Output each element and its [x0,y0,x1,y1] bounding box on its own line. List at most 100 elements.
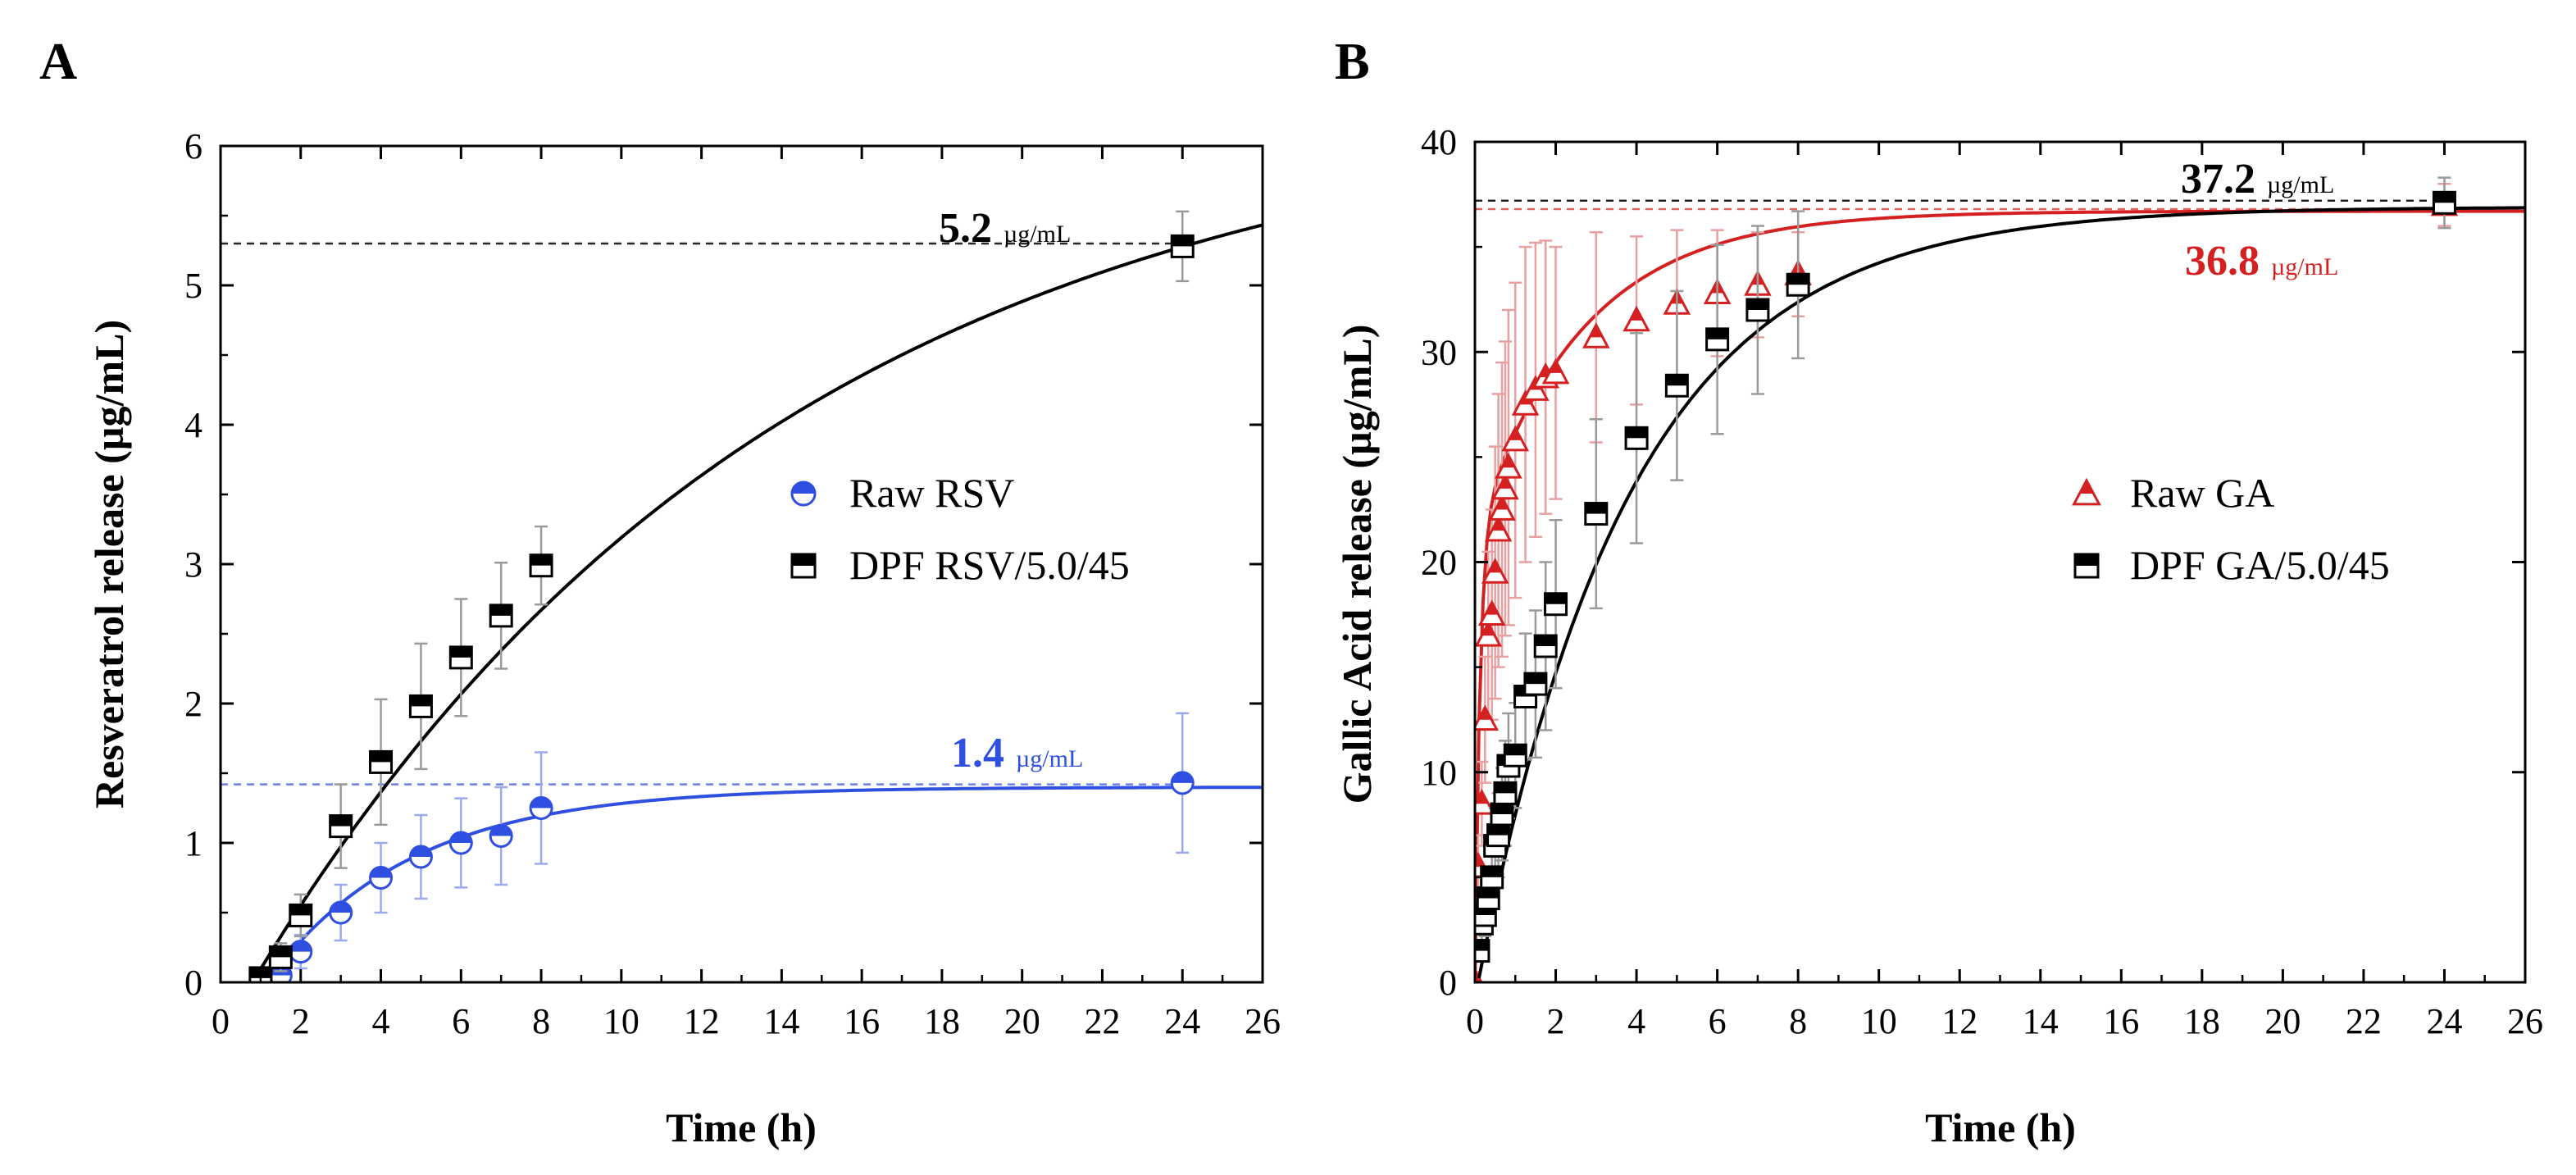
marker-fill [1502,455,1515,468]
legend-marker-raw-rsv [790,480,817,507]
panel-a-x-axis-title: Time (h) [666,1104,817,1150]
marker-fill [2433,192,2455,203]
x-tick-label: 24 [1164,1001,1200,1041]
marker-fill [530,797,553,808]
x-tick-label: 0 [212,1001,230,1041]
marker-fill [1585,503,1607,514]
y-tick-label: 30 [1421,332,1457,372]
data-point [329,900,353,925]
marker-fill [792,482,815,494]
data-point [1491,473,1519,500]
marker-fill [1492,518,1504,531]
data-point [1170,234,1195,258]
marker-fill [1479,707,1491,720]
data-point [408,845,433,869]
marker-fill [1475,940,1489,951]
x-tick-label: 16 [2103,1001,2139,1041]
panel-a-reference-lines [221,242,1183,786]
x-tick-label: 12 [684,1001,720,1041]
y-tick-label: 0 [1439,963,1457,1003]
y-tick-label: 3 [184,544,203,585]
annotation-value: 5.2 [939,205,992,252]
panel-a-legend: Raw RSV DPF RSV/5.0/45 [790,470,1130,588]
data-point [1486,823,1511,848]
x-tick-label: 6 [452,1001,470,1041]
marker-fill [1499,476,1512,489]
marker-fill [1172,772,1194,783]
marker-fill [1590,325,1602,338]
marker-fill [289,904,312,916]
legend-marker-dpf-rsv [790,553,817,579]
marker-fill [1476,791,1488,804]
legend-marker [790,480,817,507]
data-point [1490,802,1514,827]
marker-fill [1481,866,1503,877]
x-tick-label: 6 [1709,1001,1727,1041]
data-point [529,796,553,820]
marker-fill [1550,360,1562,373]
x-tick-label: 8 [532,1001,550,1041]
marker-fill [450,832,472,843]
marker-fill [1495,497,1509,510]
marker-fill [330,815,352,827]
panel-b-legend: Raw GA DPF GA/5.0/45 [2072,470,2390,588]
data-point [369,749,394,774]
data-point [1786,272,1810,297]
marker-fill [1486,602,1498,615]
x-tick-label: 12 [1941,1001,1978,1041]
marker-fill [1494,782,1516,794]
panel-a-plot-area [248,210,1263,982]
marker-fill [1475,854,1485,868]
y-tick-label: 5 [184,266,203,306]
y-tick-label: 0 [184,963,203,1003]
data-point [1495,453,1522,479]
legend-marker [2073,553,2100,579]
panel-b-reference-lines [1475,199,2445,211]
x-tick-label: 10 [603,1001,639,1041]
data-point [529,553,553,578]
data-point [1623,305,1650,332]
data-point [268,945,293,969]
marker-fill [1535,635,1557,646]
panel-b-letter: B [1335,32,1370,90]
marker-fill [249,967,271,978]
marker-fill [1477,887,1500,899]
panel-a-letter: A [39,32,77,90]
marker-fill [1524,673,1546,685]
marker-fill [530,554,553,566]
data-point [369,866,394,890]
data-point [1584,502,1609,526]
data-point [1170,771,1195,795]
annotation-dpf-rsv-plateau: 5.2 µg/mL [939,205,1071,252]
marker-fill [370,867,392,878]
x-tick-label: 0 [1466,1001,1484,1041]
data-point [448,831,473,855]
data-point [2432,190,2456,215]
data-point [1484,515,1513,542]
x-tick-label: 20 [2264,1001,2301,1041]
data-point [1481,558,1509,584]
legend-marker [2072,477,2101,506]
marker-fill [1172,235,1194,247]
data-point [1533,634,1558,658]
x-tick-label: 26 [2507,1001,2543,1041]
x-tick-label: 14 [763,1001,799,1041]
y-tick-label: 40 [1421,122,1457,162]
x-tick-label: 8 [1789,1001,1807,1041]
marker-fill [270,946,292,958]
legend-label-dpf-ga: DPF GA/5.0/45 [2130,542,2390,588]
marker-fill [1787,274,1809,285]
annotation-unit: µg/mL [2271,253,2338,280]
annotation-unit: µg/mL [2267,171,2334,198]
data-point [1475,621,1503,647]
data-point [1475,939,1491,963]
y-tick-label: 2 [184,684,203,724]
data-point [1475,704,1500,731]
panel-a-y-axis-title: Resveratrol release (µg/mL) [86,320,132,808]
legend-marker-raw-ga [2072,477,2101,506]
annotation-raw-rsv-plateau: 1.4 µg/mL [951,730,1083,777]
marker-fill [1706,328,1728,339]
data-point [329,814,353,839]
